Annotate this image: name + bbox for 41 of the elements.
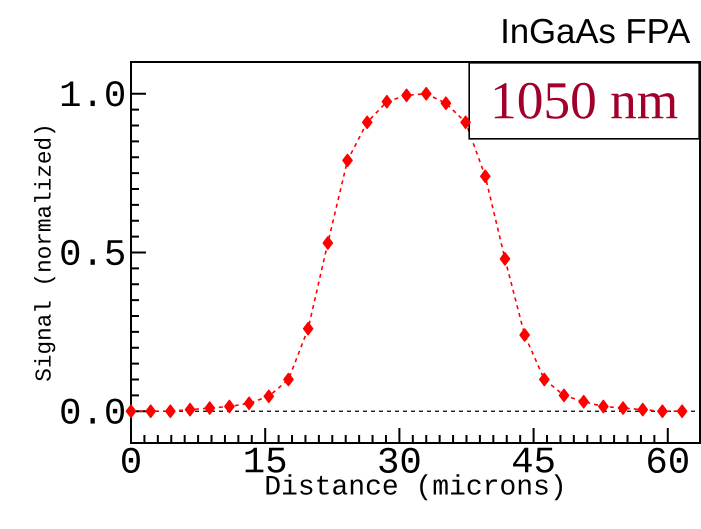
point (145, 404, 156, 418)
y-axis-title: Signal (normalized) (34, 127, 56, 381)
x-tick-label: 45 (513, 448, 554, 473)
point (637, 402, 648, 416)
point (165, 404, 176, 418)
point (539, 372, 550, 386)
point (420, 86, 432, 101)
point (460, 116, 471, 130)
point (618, 401, 628, 415)
point (480, 169, 491, 184)
x-tick-label: 15 (245, 448, 286, 473)
chart-title: InGaAs FPA (503, 18, 690, 44)
annotation: 1050 nm (494, 82, 678, 119)
y-tick-label: 0.5 (61, 240, 124, 266)
x-axis-title: Distance (microns) (266, 474, 562, 500)
point (519, 328, 530, 342)
point (676, 404, 688, 418)
point (558, 388, 570, 402)
point (578, 394, 589, 409)
point (263, 390, 274, 404)
x-tick-label: 0 (122, 448, 140, 474)
point (440, 96, 452, 110)
point (342, 154, 353, 168)
x-tick-label: 30 (379, 448, 420, 474)
point (283, 372, 294, 386)
point (401, 88, 412, 102)
point (184, 402, 196, 416)
point (224, 400, 235, 414)
point (302, 322, 314, 336)
point (204, 401, 216, 415)
point (657, 404, 668, 418)
y-tick-label: 1.0 (62, 81, 124, 106)
point (126, 404, 136, 418)
point (500, 252, 510, 266)
x-tick-label: 60 (648, 448, 688, 474)
point (362, 116, 372, 130)
y-tick-label: 0.0 (61, 398, 124, 424)
point (598, 400, 609, 414)
point (382, 94, 392, 108)
point (322, 236, 334, 250)
point (244, 396, 254, 410)
